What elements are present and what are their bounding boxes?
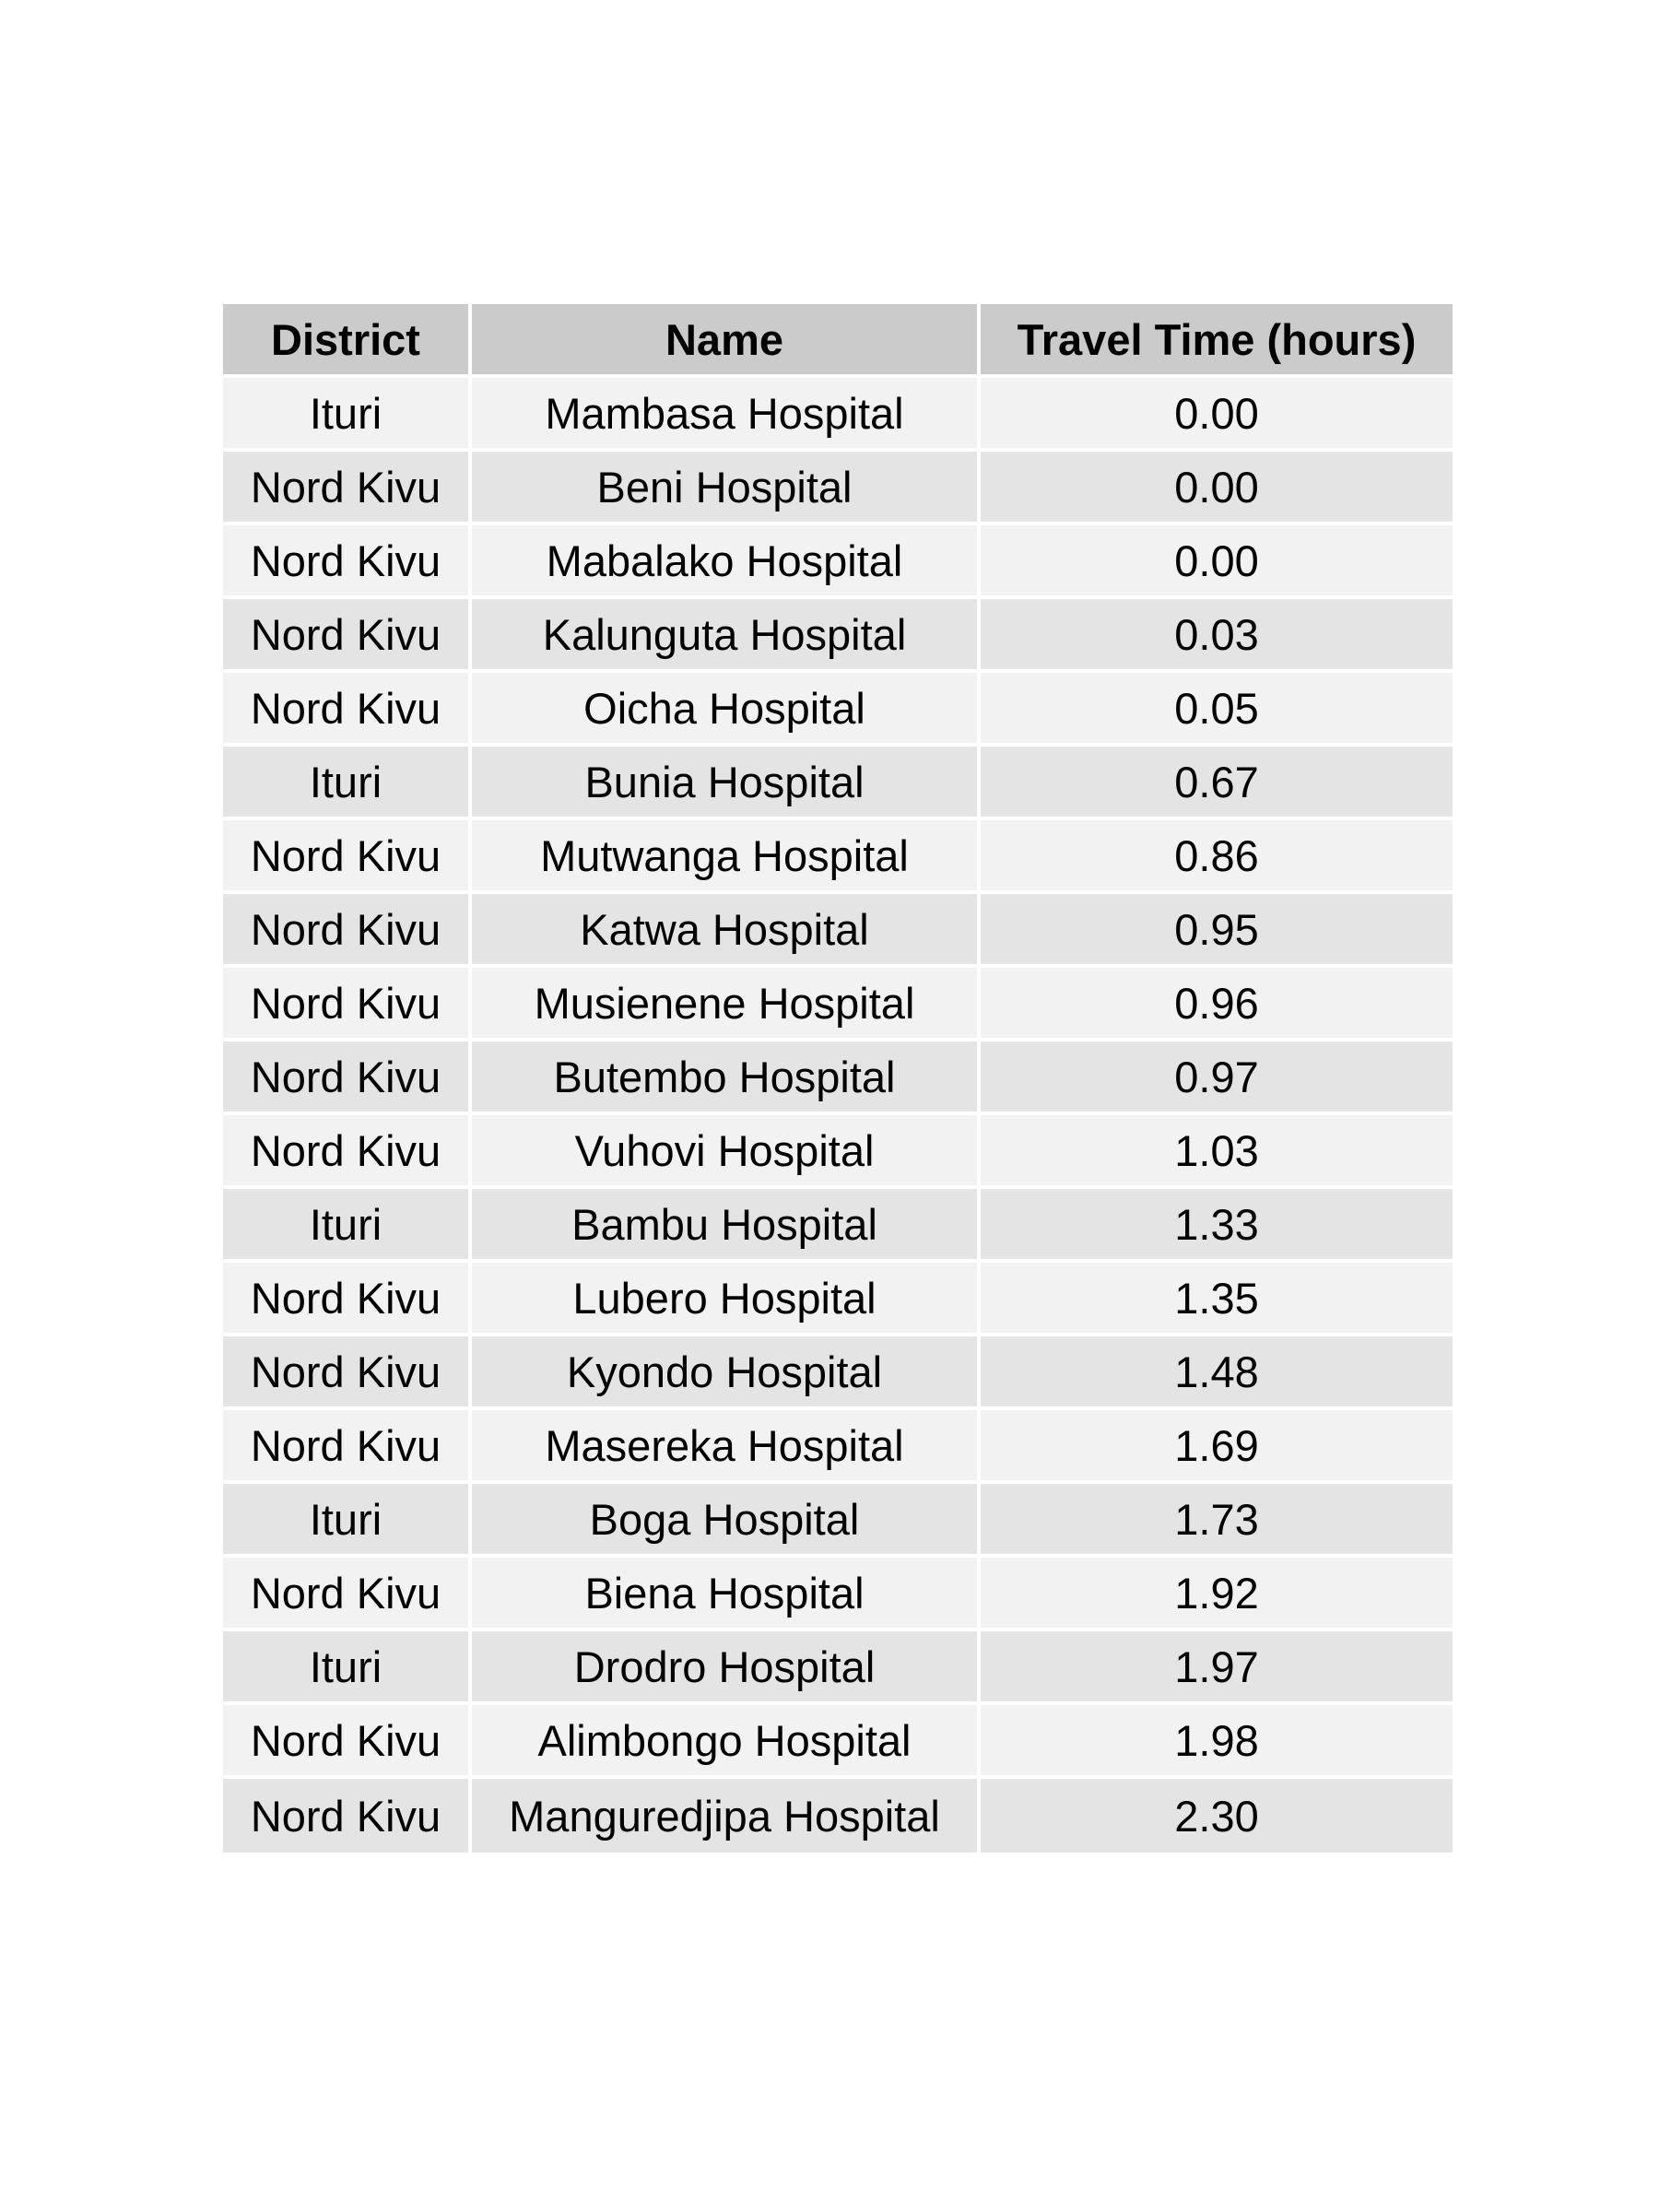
table-row: Nord Kivu Beni Hospital 0.00 <box>223 452 1453 525</box>
travel-time-cell: 0.95 <box>981 894 1453 968</box>
table-row: Nord Kivu Kalunguta Hospital 0.03 <box>223 599 1453 673</box>
travel-time-cell: 1.48 <box>981 1336 1453 1410</box>
name-cell: Beni Hospital <box>472 452 981 525</box>
travel-time-cell: 0.05 <box>981 673 1453 747</box>
district-cell: Nord Kivu <box>223 673 472 747</box>
travel-time-cell: 0.86 <box>981 820 1453 894</box>
header-row: District Name Travel Time (hours) <box>223 304 1453 378</box>
name-cell: Vuhovi Hospital <box>472 1115 981 1189</box>
travel-time-cell: 1.69 <box>981 1410 1453 1484</box>
travel-time-cell: 1.33 <box>981 1189 1453 1263</box>
table-row: Ituri Bunia Hospital 0.67 <box>223 747 1453 820</box>
table-row: Nord Kivu Butembo Hospital 0.97 <box>223 1041 1453 1115</box>
name-cell: Lubero Hospital <box>472 1263 981 1336</box>
district-cell: Ituri <box>223 1189 472 1263</box>
district-cell: Nord Kivu <box>223 1041 472 1115</box>
table-row: Nord Kivu Masereka Hospital 1.69 <box>223 1410 1453 1484</box>
table-row: Nord Kivu Musienene Hospital 0.96 <box>223 968 1453 1041</box>
table-row: Nord Kivu Kyondo Hospital 1.48 <box>223 1336 1453 1410</box>
travel-time-cell: 0.03 <box>981 599 1453 673</box>
table-row: Nord Kivu Oicha Hospital 0.05 <box>223 673 1453 747</box>
name-cell: Musienene Hospital <box>472 968 981 1041</box>
district-cell: Ituri <box>223 1484 472 1558</box>
table-row: Nord Kivu Alimbongo Hospital 1.98 <box>223 1705 1453 1779</box>
table-row: Nord Kivu Mutwanga Hospital 0.86 <box>223 820 1453 894</box>
district-cell: Nord Kivu <box>223 1705 472 1779</box>
table-row: Ituri Bambu Hospital 1.33 <box>223 1189 1453 1263</box>
district-cell: Nord Kivu <box>223 452 472 525</box>
name-cell: Boga Hospital <box>472 1484 981 1558</box>
travel-time-cell: 1.92 <box>981 1558 1453 1631</box>
district-cell: Nord Kivu <box>223 599 472 673</box>
name-cell: Manguredjipa Hospital <box>472 1779 981 1853</box>
travel-time-cell: 1.03 <box>981 1115 1453 1189</box>
table-body: Ituri Mambasa Hospital 0.00 Nord Kivu Beni H… <box>223 378 1453 1853</box>
table-row: Nord Kivu Manguredjipa Hospital 2.30 <box>223 1779 1453 1853</box>
table-row: Nord Kivu Mabalako Hospital 0.00 <box>223 525 1453 599</box>
table-row: Nord Kivu Biena Hospital 1.92 <box>223 1558 1453 1631</box>
travel-time-cell: 0.96 <box>981 968 1453 1041</box>
name-cell: Mambasa Hospital <box>472 378 981 452</box>
name-cell: Mabalako Hospital <box>472 525 981 599</box>
district-cell: Nord Kivu <box>223 1115 472 1189</box>
name-cell: Biena Hospital <box>472 1558 981 1631</box>
district-cell: Nord Kivu <box>223 1336 472 1410</box>
travel-time-cell: 1.97 <box>981 1631 1453 1705</box>
district-cell: Ituri <box>223 747 472 820</box>
name-cell: Masereka Hospital <box>472 1410 981 1484</box>
district-cell: Nord Kivu <box>223 525 472 599</box>
travel-time-cell: 0.00 <box>981 452 1453 525</box>
travel-time-cell: 1.73 <box>981 1484 1453 1558</box>
district-cell: Nord Kivu <box>223 968 472 1041</box>
table-row: Nord Kivu Vuhovi Hospital 1.03 <box>223 1115 1453 1189</box>
district-cell: Nord Kivu <box>223 1263 472 1336</box>
district-cell: Ituri <box>223 378 472 452</box>
name-cell: Oicha Hospital <box>472 673 981 747</box>
district-cell: Nord Kivu <box>223 820 472 894</box>
travel-time-cell: 0.97 <box>981 1041 1453 1115</box>
district-cell: Nord Kivu <box>223 1779 472 1853</box>
name-cell: Drodro Hospital <box>472 1631 981 1705</box>
name-cell: Katwa Hospital <box>472 894 981 968</box>
hospital-travel-time-table: District Name Travel Time (hours) Ituri M… <box>223 304 1453 1853</box>
table-row: Ituri Drodro Hospital 1.97 <box>223 1631 1453 1705</box>
name-cell: Bunia Hospital <box>472 747 981 820</box>
table-row: Nord Kivu Katwa Hospital 0.95 <box>223 894 1453 968</box>
name-cell: Butembo Hospital <box>472 1041 981 1115</box>
travel-time-cell: 1.98 <box>981 1705 1453 1779</box>
travel-time-cell: 2.30 <box>981 1779 1453 1853</box>
table-header: District Name Travel Time (hours) <box>223 304 1453 378</box>
district-cell: Nord Kivu <box>223 1558 472 1631</box>
name-cell: Kyondo Hospital <box>472 1336 981 1410</box>
travel-time-cell: 0.67 <box>981 747 1453 820</box>
district-cell: Nord Kivu <box>223 894 472 968</box>
name-cell: Alimbongo Hospital <box>472 1705 981 1779</box>
header-district: District <box>223 304 472 378</box>
travel-time-cell: 0.00 <box>981 378 1453 452</box>
name-cell: Bambu Hospital <box>472 1189 981 1263</box>
district-cell: Ituri <box>223 1631 472 1705</box>
travel-time-cell: 0.00 <box>981 525 1453 599</box>
table-row: Ituri Mambasa Hospital 0.00 <box>223 378 1453 452</box>
table-row: Ituri Boga Hospital 1.73 <box>223 1484 1453 1558</box>
district-cell: Nord Kivu <box>223 1410 472 1484</box>
header-name: Name <box>472 304 981 378</box>
name-cell: Mutwanga Hospital <box>472 820 981 894</box>
header-travel-time: Travel Time (hours) <box>981 304 1453 378</box>
table-row: Nord Kivu Lubero Hospital 1.35 <box>223 1263 1453 1336</box>
name-cell: Kalunguta Hospital <box>472 599 981 673</box>
hospital-travel-time-table-container: District Name Travel Time (hours) Ituri M… <box>223 304 1453 1853</box>
travel-time-cell: 1.35 <box>981 1263 1453 1336</box>
